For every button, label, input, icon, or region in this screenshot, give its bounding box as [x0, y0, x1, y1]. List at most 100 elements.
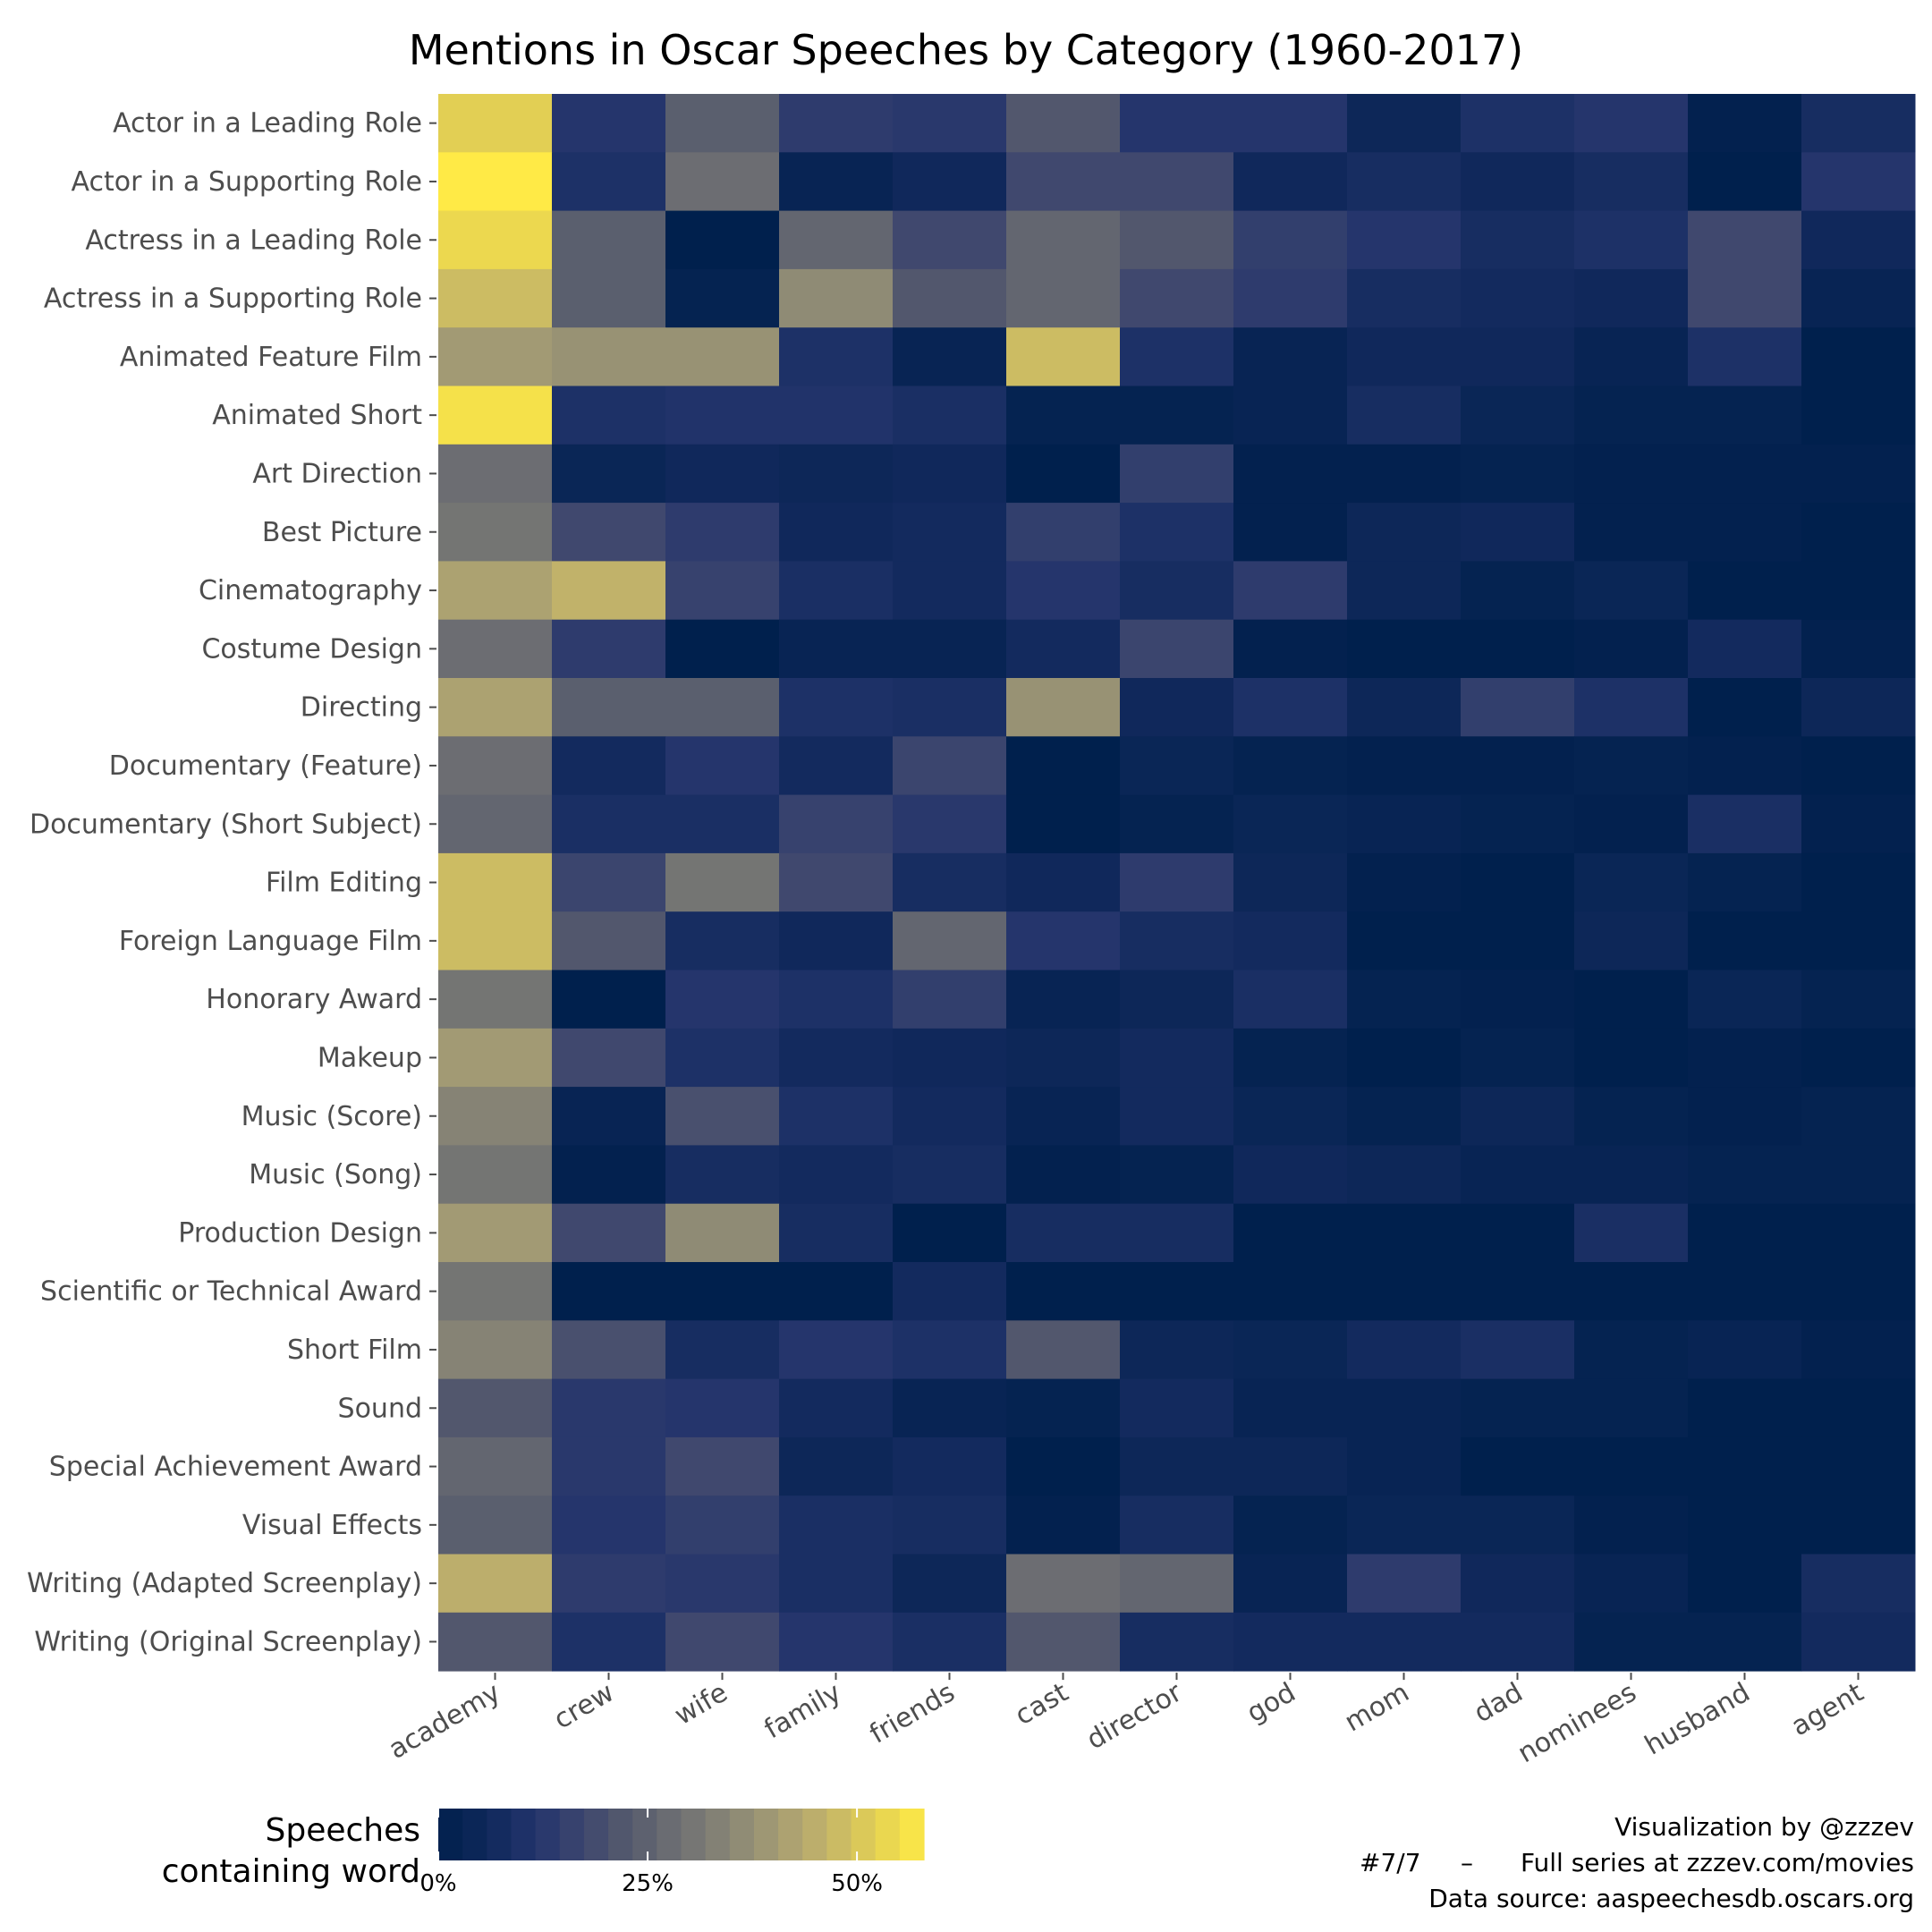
- cell-actress-in-a-supporting-role-family: [779, 268, 894, 328]
- column-label-director: director: [1081, 1676, 1188, 1756]
- cell-visual-effects-mom: [1347, 1496, 1462, 1555]
- cell-music-score-crew: [552, 1087, 666, 1146]
- cell-honorary-award-cast: [1006, 970, 1121, 1030]
- legend-segment: [729, 1809, 755, 1860]
- cell-foreign-language-film-mom: [1347, 911, 1462, 970]
- cell-animated-feature-film-academy: [438, 327, 553, 386]
- cell-animated-short-cast: [1006, 386, 1121, 445]
- cell-directing-wife: [665, 678, 780, 737]
- cell-film-editing-crew: [552, 852, 666, 912]
- cell-best-picture-academy: [438, 503, 553, 562]
- cell-documentary-short-subject-husband: [1688, 794, 1802, 854]
- column-label-wife: wife: [669, 1677, 733, 1732]
- cell-animated-feature-film-friends: [893, 327, 1007, 386]
- cell-actor-in-a-supporting-role-family: [779, 152, 894, 212]
- cell-animated-short-mom: [1347, 386, 1462, 445]
- cell-art-direction-god: [1233, 444, 1348, 504]
- cell-special-achievement-award-nominees: [1574, 1436, 1689, 1496]
- row-label-costume-design: Costume Design: [201, 633, 422, 665]
- cell-documentary-short-subject-dad: [1461, 794, 1575, 854]
- cell-actress-in-a-leading-role-friends: [893, 210, 1007, 270]
- cell-actor-in-a-leading-role-wife: [665, 94, 780, 153]
- cell-art-direction-wife: [665, 444, 780, 504]
- cell-documentary-feature-director: [1120, 736, 1234, 796]
- cell-honorary-award-god: [1233, 970, 1348, 1030]
- cell-writing-adapted-screenplay-friends: [893, 1554, 1007, 1614]
- cell-directing-crew: [552, 678, 666, 737]
- cell-writing-original-screenplay-god: [1233, 1612, 1348, 1672]
- row-label-makeup: Makeup: [318, 1042, 422, 1073]
- cell-makeup-mom: [1347, 1028, 1462, 1088]
- cell-makeup-nominees: [1574, 1028, 1689, 1088]
- cell-documentary-feature-academy: [438, 736, 553, 796]
- cell-foreign-language-film-god: [1233, 911, 1348, 970]
- credits: Visualization by @zzzev #7/7 – Full seri…: [1360, 1812, 1914, 1913]
- row-label-directing: Directing: [301, 692, 422, 724]
- cell-scientific-or-technical-award-crew: [552, 1262, 666, 1321]
- cell-writing-adapted-screenplay-academy: [438, 1554, 553, 1614]
- cell-short-film-agent: [1801, 1320, 1916, 1380]
- cell-directing-mom: [1347, 678, 1462, 737]
- row-label-actor-in-a-supporting-role: Actor in a Supporting Role: [72, 166, 422, 198]
- cell-actor-in-a-supporting-role-academy: [438, 152, 553, 212]
- cell-art-direction-mom: [1347, 444, 1462, 504]
- cell-visual-effects-wife: [665, 1496, 780, 1555]
- cell-documentary-feature-dad: [1461, 736, 1575, 796]
- cell-music-song-wife: [665, 1145, 780, 1205]
- cell-foreign-language-film-nominees: [1574, 911, 1689, 970]
- cell-cinematography-director: [1120, 561, 1234, 621]
- cell-writing-original-screenplay-friends: [893, 1612, 1007, 1672]
- cell-animated-short-wife: [665, 386, 780, 445]
- cell-music-song-husband: [1688, 1145, 1802, 1205]
- cell-costume-design-family: [779, 619, 894, 679]
- cell-music-song-crew: [552, 1145, 666, 1205]
- cell-documentary-short-subject-agent: [1801, 794, 1916, 854]
- cell-cinematography-family: [779, 561, 894, 621]
- cell-music-score-family: [779, 1087, 894, 1146]
- cell-art-direction-family: [779, 444, 894, 504]
- column-label-nominees: nominees: [1513, 1677, 1641, 1770]
- cell-film-editing-academy: [438, 852, 553, 912]
- cell-cinematography-cast: [1006, 561, 1121, 621]
- cell-production-design-god: [1233, 1203, 1348, 1263]
- cell-animated-feature-film-crew: [552, 327, 666, 386]
- cell-documentary-feature-wife: [665, 736, 780, 796]
- row-label-visual-effects: Visual Effects: [242, 1510, 422, 1541]
- cell-writing-original-screenplay-nominees: [1574, 1612, 1689, 1672]
- cell-film-editing-agent: [1801, 852, 1916, 912]
- cell-actor-in-a-supporting-role-friends: [893, 152, 1007, 212]
- cell-actor-in-a-leading-role-god: [1233, 94, 1348, 153]
- cell-foreign-language-film-crew: [552, 911, 666, 970]
- cell-costume-design-wife: [665, 619, 780, 679]
- cell-actress-in-a-leading-role-agent: [1801, 210, 1916, 270]
- cell-actress-in-a-leading-role-wife: [665, 210, 780, 270]
- cell-actress-in-a-leading-role-cast: [1006, 210, 1121, 270]
- cell-writing-original-screenplay-wife: [665, 1612, 780, 1672]
- legend-segment: [632, 1809, 657, 1860]
- cell-best-picture-agent: [1801, 503, 1916, 562]
- cell-documentary-feature-agent: [1801, 736, 1916, 796]
- cell-best-picture-crew: [552, 503, 666, 562]
- cell-actress-in-a-leading-role-husband: [1688, 210, 1802, 270]
- row-label-film-editing: Film Editing: [266, 868, 422, 899]
- cell-best-picture-friends: [893, 503, 1007, 562]
- cell-scientific-or-technical-award-wife: [665, 1262, 780, 1321]
- legend-segment: [487, 1809, 513, 1860]
- cell-actress-in-a-supporting-role-husband: [1688, 268, 1802, 328]
- cell-writing-adapted-screenplay-husband: [1688, 1554, 1802, 1614]
- cell-writing-adapted-screenplay-crew: [552, 1554, 666, 1614]
- cell-honorary-award-family: [779, 970, 894, 1030]
- cell-special-achievement-award-mom: [1347, 1436, 1462, 1496]
- cell-sound-crew: [552, 1378, 666, 1438]
- cell-music-score-agent: [1801, 1087, 1916, 1146]
- cell-documentary-short-subject-academy: [438, 794, 553, 854]
- cell-special-achievement-award-god: [1233, 1436, 1348, 1496]
- cell-actor-in-a-supporting-role-nominees: [1574, 152, 1689, 212]
- row-label-production-design: Production Design: [178, 1217, 422, 1249]
- row-label-writing-adapted-screenplay: Writing (Adapted Screenplay): [27, 1568, 422, 1599]
- cell-cinematography-friends: [893, 561, 1007, 621]
- cell-production-design-academy: [438, 1203, 553, 1263]
- legend-segment: [608, 1809, 633, 1860]
- legend-tick-label: 25%: [622, 1870, 674, 1897]
- cell-art-direction-academy: [438, 444, 553, 504]
